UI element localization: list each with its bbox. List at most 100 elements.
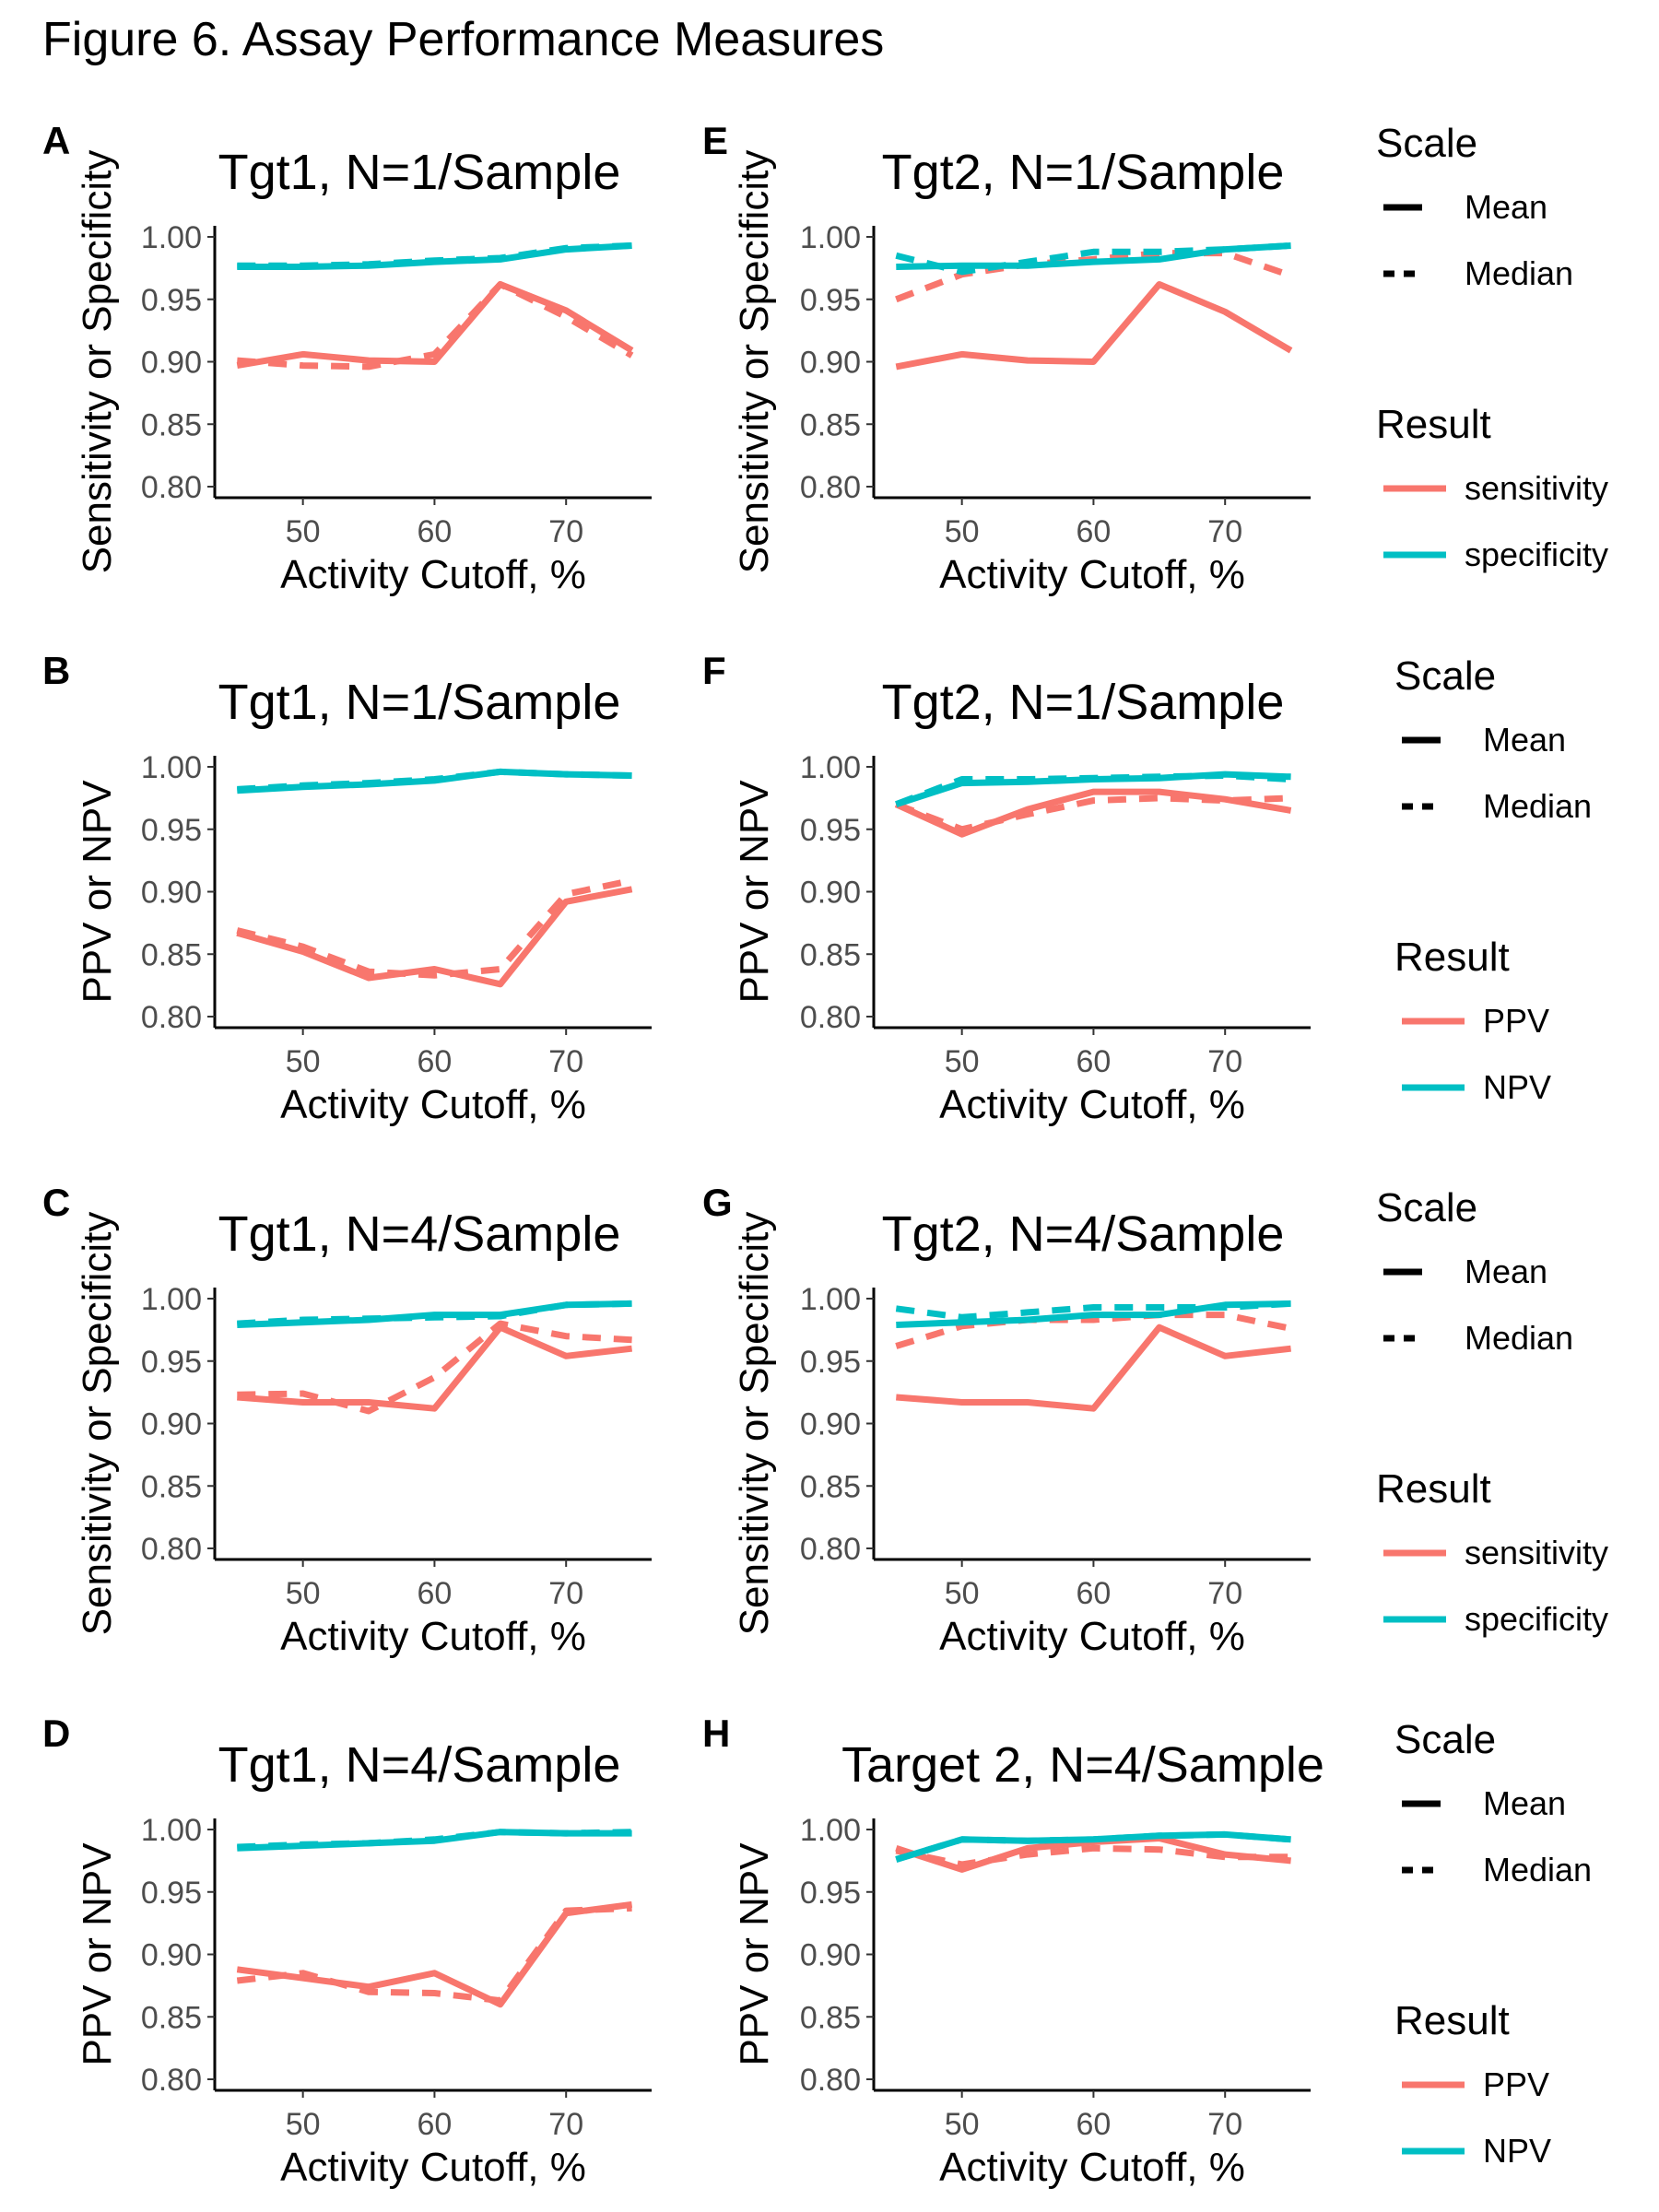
x-tick-label: 50 (286, 2107, 321, 2142)
series-line-sensitivity-median (895, 1312, 1292, 1349)
y-tick-label: 0.80 (141, 1000, 202, 1035)
y-tick-label: 0.80 (141, 470, 202, 505)
x-tick-label: 60 (418, 1044, 453, 1079)
chart-title: Tgt1, N=4/Sample (218, 1206, 621, 1262)
x-axis-label: Activity Cutoff, % (939, 1082, 1245, 1127)
y-tick-label: 0.80 (141, 1532, 202, 1567)
y-tick-label: 1.00 (800, 750, 861, 785)
x-tick-label: 50 (286, 1576, 321, 1611)
series-line-ppv-mean (236, 1900, 633, 2008)
legend-3: Scale Mean Median Result sensitivity specific… (1376, 1185, 1608, 1638)
x-axis-label: Activity Cutoff, % (939, 552, 1245, 597)
legend-result-item: NPV (1483, 2132, 1551, 2170)
x-tick-label: 60 (1077, 1576, 1112, 1611)
legend-scale-title: Scale (1394, 1717, 1496, 1762)
chart-title: Tgt1, N=1/Sample (218, 675, 621, 730)
series-line-specificity-mean (896, 1300, 1291, 1328)
y-axis-label: Sensitivity or Specificity (732, 1212, 777, 1636)
chart-title: Tgt1, N=4/Sample (218, 1737, 621, 1793)
x-tick-label: 70 (1207, 2107, 1242, 2142)
x-tick-label: 70 (548, 1576, 583, 1611)
x-axis-label: Activity Cutoff, % (939, 2145, 1245, 2190)
x-tick-label: 60 (418, 2107, 453, 2142)
x-tick-label: 60 (1077, 514, 1112, 549)
legend-result-title: Result (1376, 402, 1491, 447)
y-tick-label: 0.80 (800, 1532, 861, 1567)
series-line-sensitivity-mean (896, 1324, 1291, 1412)
y-tick-label: 0.85 (800, 407, 861, 442)
y-tick-label: 0.95 (800, 813, 861, 848)
legends: Scale Mean Median Result sensitivity specific… (1376, 121, 1608, 2170)
y-tick-label: 0.90 (141, 346, 202, 381)
x-tick-label: 70 (1207, 1576, 1242, 1611)
y-tick-label: 1.00 (800, 220, 861, 255)
y-axis-label: PPV or NPV (75, 1842, 120, 2066)
y-tick-label: 1.00 (141, 750, 202, 785)
series-line-ppv-median (236, 877, 633, 979)
y-tick-label: 0.90 (800, 876, 861, 911)
chart-title: Tgt2, N=4/Sample (882, 1206, 1285, 1262)
y-axis-label: Sensitivity or Specificity (75, 150, 120, 574)
x-tick-label: 50 (945, 1044, 980, 1079)
y-tick-label: 1.00 (141, 220, 202, 255)
y-tick-label: 0.80 (800, 2063, 861, 2098)
y-axis-label: PPV or NPV (732, 1842, 777, 2066)
series-line-ppv-mean (236, 886, 633, 988)
series-line-npv-mean (895, 1830, 1291, 1863)
y-tick-label: 0.85 (141, 2000, 202, 2035)
series-line-sensitivity-median (237, 1320, 632, 1415)
panel-b: B Tgt1, N=1/Sample 0.80 0.85 0.90 0.95 1.00 50 6… (42, 649, 652, 1127)
panel-label: G (702, 1181, 733, 1224)
chart-title: Target 2, N=4/Sample (841, 1737, 1324, 1793)
legend-result-item: specificity (1465, 1600, 1608, 1638)
x-axis-label: Activity Cutoff, % (280, 1082, 586, 1127)
y-axis-label: Sensitivity or Specificity (75, 1212, 120, 1636)
y-tick-label: 0.85 (141, 407, 202, 442)
x-tick-label: 60 (418, 514, 453, 549)
legend-scale-item: Mean (1465, 1253, 1547, 1290)
x-tick-label: 50 (945, 514, 980, 549)
x-tick-label: 60 (1077, 1044, 1112, 1079)
x-tick-label: 50 (945, 1576, 980, 1611)
y-tick-label: 1.00 (800, 1813, 861, 1848)
panel-label: A (42, 119, 70, 162)
x-tick-label: 50 (286, 514, 321, 549)
panel-e: E Tgt2, N=1/Sample 0.80 0.85 0.90 0.95 1.00 50 6… (702, 119, 1311, 597)
y-tick-label: 0.90 (800, 1938, 861, 1973)
x-tick-label: 70 (1207, 514, 1242, 549)
panel-d: D Tgt1, N=4/Sample 0.80 0.85 0.90 0.95 1.00 50 6… (42, 1712, 652, 2190)
y-tick-label: 1.00 (141, 1813, 202, 1848)
y-tick-label: 0.80 (800, 1000, 861, 1035)
legend-result-item: PPV (1483, 1002, 1549, 1040)
x-tick-label: 50 (945, 2107, 980, 2142)
legend-result-title: Result (1376, 1466, 1491, 1512)
legend-scale-title: Scale (1376, 1185, 1477, 1230)
y-tick-label: 0.85 (141, 1469, 202, 1504)
panel-label: D (42, 1712, 70, 1755)
y-tick-label: 0.95 (800, 1876, 861, 1911)
legend-4: Scale Mean Median Result PPV NPV (1394, 1717, 1592, 2170)
y-axis-label: PPV or NPV (732, 780, 777, 1004)
legend-result-item: PPV (1483, 2065, 1549, 2103)
panel-h: H Target 2, N=4/Sample 0.80 0.85 0.90 0.95 1.0… (702, 1712, 1324, 2190)
y-tick-label: 0.90 (141, 1407, 202, 1442)
y-tick-label: 0.95 (141, 1345, 202, 1380)
y-tick-label: 0.85 (800, 1469, 861, 1504)
panel-c: C Tgt1, N=4/Sample 0.80 0.85 0.90 0.95 1.00 50 6… (42, 1181, 652, 1659)
series-line-specificity-median (895, 242, 1291, 276)
x-tick-label: 70 (548, 1044, 583, 1079)
series-line-sensitivity-median (237, 281, 634, 371)
y-tick-label: 0.95 (800, 1345, 861, 1380)
series-line-ppv-median (236, 1904, 632, 2005)
series-line-npv-mean (237, 768, 632, 794)
y-tick-label: 0.90 (800, 1407, 861, 1442)
panel-f: F Tgt2, N=1/Sample 0.80 0.85 0.90 0.95 1.00 50 6… (702, 649, 1311, 1127)
y-axis-label: Sensitivity or Specificity (732, 150, 777, 574)
chart-title: Tgt2, N=1/Sample (882, 675, 1285, 730)
panel-g: G Tgt2, N=4/Sample 0.80 0.85 0.90 0.95 1.00 50 6… (702, 1181, 1311, 1659)
panel-label: F (702, 649, 726, 692)
figure-title: Figure 6. Assay Performance Measures (42, 13, 884, 66)
y-tick-label: 0.85 (800, 2000, 861, 2035)
legend-scale-item: Median (1483, 1851, 1592, 1888)
y-tick-label: 1.00 (141, 1282, 202, 1317)
